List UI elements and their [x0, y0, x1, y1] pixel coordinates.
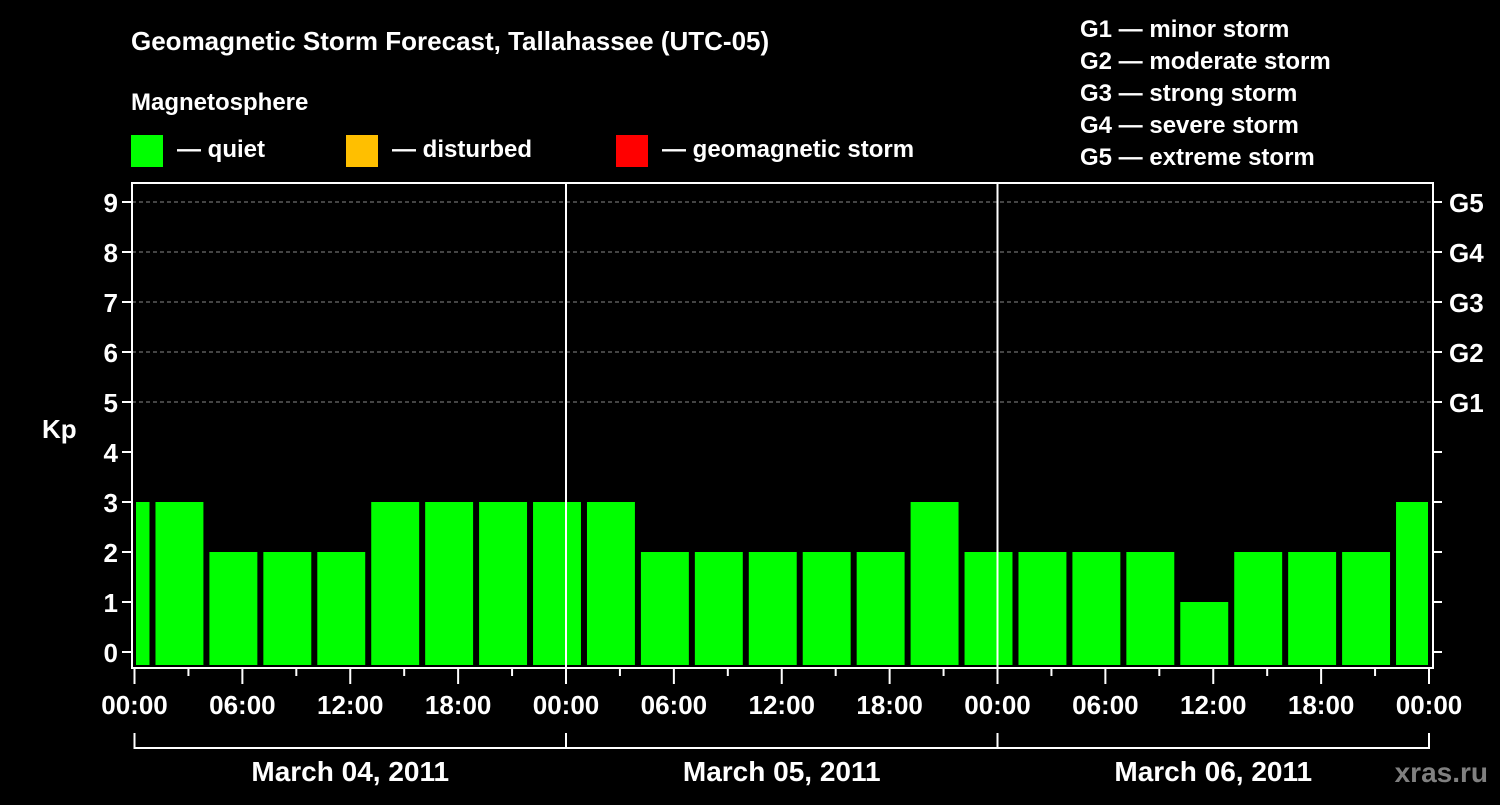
- y-tick-label: 2: [104, 538, 118, 568]
- watermark: xras.ru: [1395, 757, 1488, 788]
- bar: [263, 552, 312, 665]
- bar: [640, 552, 689, 665]
- bar: [1234, 552, 1283, 665]
- y-tick-label: 4: [104, 438, 119, 468]
- legend: — quiet — disturbed — geomagnetic storm: [131, 135, 914, 167]
- x-tick-label: 00:00: [964, 690, 1031, 720]
- bar: [586, 502, 635, 665]
- x-tick-label: 06:00: [209, 690, 276, 720]
- x-tick-label: 12:00: [317, 690, 384, 720]
- x-tick-label: 00:00: [1396, 690, 1463, 720]
- storm-scale-item: G1 — minor storm: [1080, 16, 1289, 43]
- day-bracket: [133, 733, 1430, 749]
- day-label: March 06, 2011: [1114, 756, 1312, 787]
- day-label: March 04, 2011: [251, 756, 449, 787]
- x-tick-label: 06:00: [1072, 690, 1139, 720]
- bar: [748, 552, 797, 665]
- x-tick-label: 12:00: [1180, 690, 1247, 720]
- legend-swatch-1: [346, 135, 378, 167]
- day-label: March 05, 2011: [683, 756, 881, 787]
- y-tick-label: 1: [104, 588, 118, 618]
- y-tick-label: 9: [104, 188, 118, 218]
- storm-scale-list: G1 — minor storm G2 — moderate storm G3 — …: [1080, 16, 1331, 171]
- legend-swatch-2: [616, 135, 648, 167]
- g-level-label: G3: [1449, 288, 1484, 318]
- storm-scale-item: G2 — moderate storm: [1080, 48, 1331, 75]
- bars: [136, 502, 1428, 665]
- bar: [1072, 552, 1121, 665]
- bar: [1126, 552, 1175, 665]
- axes: 0 1 2 3 4 5 6 7 8 9 G1 G2 G3 G4 G5 00:00 06:00 12:00 18:00…: [101, 182, 1484, 787]
- y-tick-label: 7: [104, 288, 118, 318]
- legend-title: Magnetosphere: [131, 89, 308, 116]
- bar: [694, 552, 743, 665]
- bar: [209, 552, 258, 665]
- x-tick-label: 18:00: [425, 690, 492, 720]
- bar: [910, 502, 959, 665]
- bar: [802, 552, 851, 665]
- bar: [371, 502, 420, 665]
- y-tick-label: 5: [104, 388, 118, 418]
- x-tick-label: 18:00: [856, 690, 923, 720]
- storm-scale-item: G3 — strong storm: [1080, 80, 1297, 107]
- bar: [533, 502, 581, 665]
- x-tick-label: 18:00: [1288, 690, 1355, 720]
- bar: [964, 552, 1013, 665]
- y-tick-label: 6: [104, 338, 118, 368]
- grid: [132, 201, 1433, 403]
- g-level-label: G2: [1449, 338, 1484, 368]
- bar: [425, 502, 474, 665]
- legend-label-0: — quiet: [177, 136, 265, 163]
- bar: [317, 552, 366, 665]
- chart-title: Geomagnetic Storm Forecast, Tallahassee …: [131, 26, 769, 56]
- y-tick-label: 8: [104, 238, 118, 268]
- bar: [856, 552, 905, 665]
- x-tick-label: 00:00: [533, 690, 600, 720]
- g-level-label: G1: [1449, 388, 1484, 418]
- legend-label-1: — disturbed: [392, 136, 532, 163]
- bar: [155, 502, 204, 665]
- y-tick-label: 0: [104, 638, 118, 668]
- x-tick-label: 12:00: [749, 690, 816, 720]
- storm-scale-item: G4 — severe storm: [1080, 112, 1299, 139]
- y-axis-label: Kp: [42, 414, 77, 444]
- y-tick-label: 3: [104, 488, 118, 518]
- x-tick-label: 00:00: [101, 690, 168, 720]
- bar: [1396, 502, 1428, 665]
- bar: [479, 502, 528, 665]
- g-level-label: G5: [1449, 188, 1484, 218]
- bar: [1342, 552, 1391, 665]
- bar: [1288, 552, 1337, 665]
- bar: [1180, 602, 1229, 665]
- bar: [1018, 552, 1067, 665]
- bar: [136, 502, 150, 665]
- legend-swatch-0: [131, 135, 163, 167]
- storm-scale-item: G5 — extreme storm: [1080, 144, 1315, 171]
- g-level-label: G4: [1449, 238, 1484, 268]
- legend-label-2: — geomagnetic storm: [662, 136, 914, 163]
- x-tick-label: 06:00: [641, 690, 708, 720]
